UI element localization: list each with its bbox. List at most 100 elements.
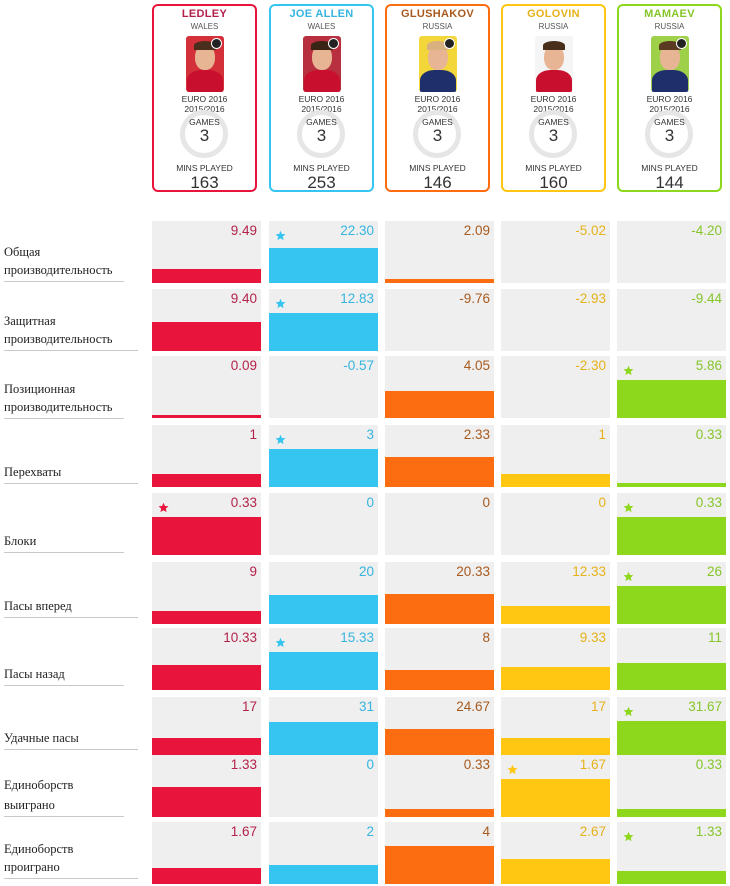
star-icon [623,502,634,513]
label-underline [4,552,124,553]
mins-label: MINS PLAYED [409,163,466,173]
stat-bar [385,729,494,759]
player-card[interactable]: JOE ALLEN WALES EURO 2016 2015/2016 GAMES 3 MI… [269,4,374,192]
star-icon [158,502,169,513]
player-country: WALES [307,22,336,31]
stat-value: 0 [366,495,374,510]
metric-label: Позиционная [4,382,76,396]
metric-label: производительность [4,263,113,277]
stat-value: 0 [482,495,490,510]
stat-value: 9.49 [230,223,257,238]
face-shape [543,44,564,70]
stat-value: 9.40 [230,291,257,306]
games-label: GAMES [654,117,685,127]
shirt-shape [303,70,340,92]
stat-cell: 9.33 [501,628,610,690]
season: 2015/2016 [533,104,574,114]
shirt-shape [651,70,688,92]
stat-value: 0.33 [463,757,490,772]
stat-cell: 12.83 [269,289,378,351]
stat-cell: 0 [269,755,378,817]
club-badge-icon [443,38,455,49]
best-star [275,434,286,445]
label-underline [4,418,124,419]
stat-bar [269,313,378,351]
stat-value: 1 [598,427,606,442]
games-label: GAMES [306,117,337,127]
face-shape [659,44,680,70]
stat-bar [617,483,726,487]
stat-value: -5.02 [575,223,606,238]
best-star [623,502,634,513]
best-star [623,706,634,717]
face-shape [194,44,215,70]
stat-bar [501,606,610,624]
stat-bar [269,595,378,624]
player-card[interactable]: GOLOVIN RUSSIA EURO 2016 2015/2016 GAMES 3 MIN… [501,4,606,192]
stat-cell: 1 [152,425,261,487]
stat-value: 1.33 [230,757,257,772]
competition: EURO 2016 [646,94,693,104]
best-star [275,298,286,309]
stat-bar [385,809,494,817]
stat-value: 2 [366,824,374,839]
mins-value: 146 [423,173,452,192]
stat-value: 1.67 [230,824,257,839]
stat-value: 15.33 [340,630,374,645]
games-label: GAMES [422,117,453,127]
stat-cell: 8 [385,628,494,690]
stat-value: 8 [482,630,490,645]
stat-value: 0 [366,757,374,772]
stat-value: 1.67 [579,757,606,772]
stat-value: 0.33 [695,757,722,772]
stat-cell: 0.33 [617,755,726,817]
stat-cell: -2.93 [501,289,610,351]
stat-value: 5.86 [695,358,722,373]
stat-bar [269,865,378,884]
player-card[interactable]: LEDLEY WALES EURO 2016 2015/2016 GAMES 3 MINS … [152,4,257,192]
stat-cell: 1.67 [152,822,261,884]
stat-value: 24.67 [456,699,490,714]
player-name: MAMAEV [644,8,695,20]
best-star [623,571,634,582]
stat-cell: 0.33 [152,493,261,555]
face-shape [311,44,332,70]
stat-cell: 0 [501,493,610,555]
star-icon [275,637,286,648]
stat-cell: 4 [385,822,494,884]
stat-value: -2.93 [575,291,606,306]
stat-bar [501,779,610,817]
player-name: GLUSHAKOV [401,8,474,20]
stat-value: 31.67 [688,699,722,714]
stat-bar [617,809,726,817]
stat-cell: 1 [501,425,610,487]
best-star [275,637,286,648]
player-name: LEDLEY [181,8,228,20]
player-name: GOLOVIN [527,8,580,20]
stat-cell: 0 [269,493,378,555]
mins-label: MINS PLAYED [176,163,233,173]
metric-label: Перехваты [4,465,62,479]
stat-value: 9.33 [579,630,606,645]
stat-cell: -9.76 [385,289,494,351]
stat-cell: -5.02 [501,221,610,283]
star-icon [623,571,634,582]
star-icon [623,706,634,717]
stat-bar [152,738,261,759]
games-value: 3 [432,126,443,145]
stat-value: 2.09 [463,223,490,238]
stat-value: 1 [249,427,257,442]
stat-value: 0.09 [230,358,257,373]
stat-cell: -2.30 [501,356,610,418]
stat-cell: 15.33 [269,628,378,690]
shirt-shape [186,70,223,92]
games-block: GAMES 3 [387,110,488,164]
stat-cell: 0.33 [617,493,726,555]
stat-bar [152,787,261,817]
player-card[interactable]: MAMAEV RUSSIA EURO 2016 2015/2016 GAMES 3 MINS… [617,4,722,192]
stat-bar [385,670,494,690]
stat-cell: 17 [152,697,261,759]
player-card[interactable]: GLUSHAKOV RUSSIA EURO 2016 2015/2016 GAMES 3 M… [385,4,490,192]
star-icon [275,434,286,445]
star-icon [623,365,634,376]
